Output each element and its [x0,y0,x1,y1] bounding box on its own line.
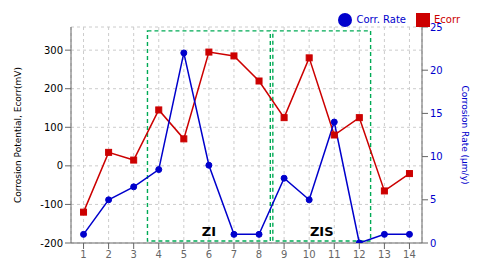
svg-text:10: 10 [303,249,316,260]
svg-text:5: 5 [430,194,436,205]
html-text:Corr. Rate: Corr. Rate [356,14,406,25]
svg-text:25: 25 [430,22,443,33]
svg-text:9: 9 [281,249,287,260]
svg-text:-200: -200 [40,238,63,249]
svg-text:0: 0 [430,238,436,249]
svg-text:ZI: ZI [202,224,216,239]
svg-text:12: 12 [353,249,366,260]
svg-text:0: 0 [57,160,63,171]
svg-text:1: 1 [80,249,86,260]
svg-text:15: 15 [430,108,443,119]
svg-text:13: 13 [378,249,391,260]
html-text:Ecorr: Ecorr [434,14,460,25]
svg-text:2: 2 [105,249,111,260]
svg-text:-100: -100 [40,199,63,210]
svg-text:5: 5 [181,249,187,260]
svg-text:200: 200 [44,83,63,94]
svg-text:Corrosion Rate (μm/y): Corrosion Rate (μm/y) [460,86,470,185]
svg-text:10: 10 [430,151,443,162]
svg-text:ZIS: ZIS [310,224,334,239]
svg-text:100: 100 [44,122,63,133]
svg-text:300: 300 [44,45,63,56]
svg-text:7: 7 [231,249,237,260]
svg-text:11: 11 [328,249,341,260]
svg-text:6: 6 [206,249,212,260]
svg-text:20: 20 [430,65,443,76]
svg-text:8: 8 [256,249,262,260]
svg-text:Corrosion Potential, Ecorr(mV): Corrosion Potential, Ecorr(mV) [13,67,23,203]
svg-text:14: 14 [403,249,416,260]
svg-text:4: 4 [156,249,162,260]
svg-text:3: 3 [130,249,136,260]
